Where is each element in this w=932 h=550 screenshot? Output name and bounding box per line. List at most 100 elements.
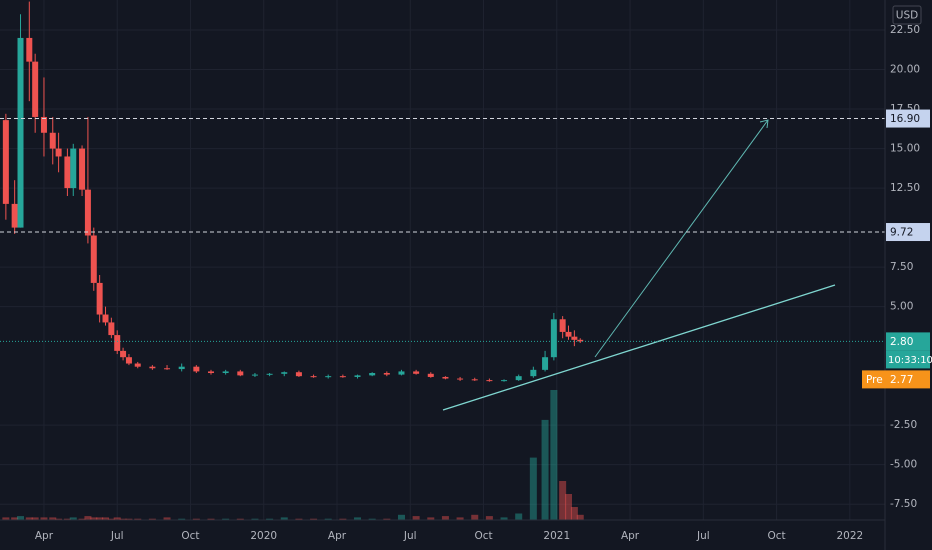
volume-bar	[485, 516, 493, 520]
volume-bar	[236, 518, 244, 520]
candle-body	[577, 339, 584, 342]
last-price-box	[886, 332, 930, 351]
volume-bar	[471, 514, 479, 520]
countdown: 10:33:10	[888, 355, 932, 366]
volume-bar	[134, 518, 142, 520]
volume-bar	[192, 518, 200, 520]
x-tick-label: Apr	[328, 530, 347, 542]
last-price-label: 2.80	[890, 336, 913, 348]
volume-bar	[280, 517, 288, 520]
price-lines	[0, 118, 885, 342]
candle-body	[125, 357, 132, 364]
candle-body	[530, 369, 537, 377]
candle-body	[237, 371, 244, 376]
volume-bar	[90, 517, 98, 520]
volume-bar	[163, 517, 171, 520]
candle-body	[102, 314, 109, 323]
volume-bar	[63, 518, 71, 520]
candle-body	[565, 331, 572, 337]
candle-body	[398, 371, 405, 375]
candle-body	[222, 371, 229, 374]
volume-bar	[125, 518, 133, 520]
volume-bar	[96, 517, 104, 520]
y-tick-label: 7.50	[890, 261, 913, 273]
candle-body	[178, 366, 185, 370]
volume-bar	[266, 518, 274, 520]
volume-bar	[11, 517, 19, 520]
volume-bar	[541, 419, 549, 520]
volume-bar	[565, 494, 573, 520]
currency-box[interactable]	[892, 5, 922, 25]
price-line-label-box	[886, 223, 930, 242]
candle-body	[96, 282, 103, 315]
arrow-head	[759, 119, 769, 129]
volume-bar	[178, 518, 186, 520]
candle-body	[281, 372, 288, 374]
x-tick-label: Jul	[403, 530, 417, 542]
trend-line[interactable]	[442, 284, 836, 411]
volume-bar	[324, 518, 332, 520]
x-tick-label: Jul	[110, 530, 124, 542]
candle-body	[26, 37, 33, 62]
volume-bar	[40, 517, 48, 520]
candle-body	[542, 357, 549, 370]
candle-body	[354, 375, 361, 377]
candle-body	[471, 379, 478, 381]
x-tick-label: Jul	[696, 530, 710, 542]
volume-bar	[78, 518, 86, 520]
candle-body	[251, 374, 258, 376]
volume-bar	[529, 457, 537, 520]
volume-bar	[148, 518, 156, 520]
premarket-price: 2.77	[890, 374, 913, 386]
y-tick-label: -5.00	[890, 459, 917, 471]
arrow-line[interactable]	[594, 119, 769, 358]
candle-body	[90, 235, 97, 283]
volume-bar	[49, 517, 57, 520]
candle-body	[266, 373, 273, 375]
candle-body	[108, 322, 115, 336]
volume-bar	[515, 513, 523, 520]
volume-bar	[2, 517, 10, 520]
price-line-label-box	[886, 109, 930, 128]
candle-body	[114, 335, 121, 351]
candle-body	[295, 372, 302, 377]
candle-body	[339, 376, 346, 378]
candle-body	[32, 61, 39, 117]
volume-bar	[576, 514, 584, 520]
premarket-box	[862, 370, 930, 389]
y-tick-label: 20.00	[890, 64, 920, 76]
volume-bar	[17, 516, 25, 520]
candle-body	[413, 371, 420, 374]
volume-bar	[368, 518, 376, 520]
volume-bar	[31, 517, 39, 520]
x-tick-label: Oct	[474, 530, 492, 542]
volume-bar	[207, 518, 215, 520]
candle-body	[49, 132, 56, 149]
volume-bar	[310, 518, 318, 520]
candle-body	[193, 366, 200, 372]
candle-body	[310, 376, 317, 378]
candle-body	[11, 203, 18, 228]
volume-bar	[397, 514, 405, 520]
volume-bar	[84, 516, 92, 520]
y-tick-label: -7.50	[890, 498, 917, 510]
volume-bar	[500, 517, 508, 520]
candle-body	[486, 380, 493, 382]
volume-bar	[251, 518, 259, 520]
countdown-box	[886, 350, 930, 369]
volume-bar	[119, 518, 127, 520]
volume-bar	[55, 518, 63, 520]
volume-bar	[456, 517, 464, 520]
x-tick-label: Apr	[35, 530, 54, 542]
currency: USD	[896, 10, 918, 22]
volume-bar	[113, 517, 121, 520]
candle-body	[134, 363, 141, 367]
candle-body	[207, 371, 214, 374]
volume-bar	[427, 517, 435, 520]
candle-body	[559, 319, 566, 332]
price-line-label: 16.90	[890, 113, 920, 125]
candle-body	[40, 116, 47, 133]
candle-body	[120, 350, 127, 358]
x-tick-label: Apr	[621, 530, 640, 542]
